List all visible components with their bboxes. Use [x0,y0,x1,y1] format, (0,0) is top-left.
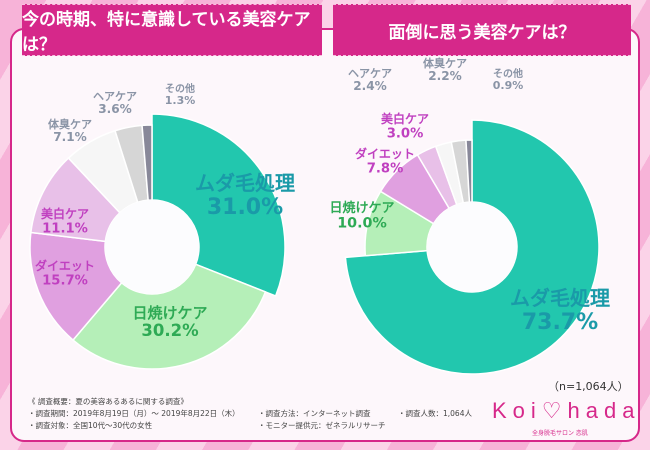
slice-category-label: 日焼けケア [329,200,394,216]
donut-hole [427,202,517,292]
slice-category-label: ヘアケア [93,90,137,103]
slice-category-label: ダイエット [355,146,415,161]
notes-count: ・調査人数：1,064人 [398,409,472,418]
slice-value-label: 2.4% [353,79,387,93]
logo-subtitle: 全身脱毛サロン 恋肌 [532,430,588,437]
slice-category-label: 美白ケア [381,111,429,126]
slice-category-label: ヘアケア [348,67,392,80]
slice-category-label: その他 [165,82,195,95]
slice-category-label: その他 [493,67,523,80]
notes-target: ・調査対象：全国10代～30代の女性 [28,421,153,430]
survey-notes: 《 調査概要：夏の美容あるあるに関する調査》 ・調査期間：2019年8月19日（… [28,396,472,432]
logo: Koi♡hada [492,398,641,423]
notes-period: ・調査期間：2019年8月19日（月）～ 2019年8月22日（木） [28,409,240,418]
slice-value-label: 7.1% [53,130,87,144]
slice-value-label: 11.1% [42,221,88,236]
donut-hole [105,200,199,294]
slice-value-label: 31.0% [207,195,283,220]
slice-value-label: 1.3% [165,94,196,107]
slice-value-label: 2.2% [428,69,462,83]
slice-value-label: 15.7% [42,273,88,288]
slice-value-label: 0.9% [493,79,524,92]
slice-category-label: ムダ毛処理 [195,171,295,195]
slice-category-label: 体臭ケア [48,117,92,131]
notes-method: ・調査方法：インターネット調査 [258,409,371,418]
notes-provider: ・モニター提供元：ゼネラルリサーチ [258,421,386,430]
slice-category-label: 美白ケア [41,206,89,221]
slice-category-label: ムダ毛処理 [510,286,610,310]
notes-heading: 《 調査概要：夏の美容あるあるに関する調査》 [28,397,188,406]
sample-size: （n=1,064人） [548,380,629,393]
right-chart-title: 面倒に思う美容ケアは？ [333,4,631,56]
slice-category-label: ダイエット [35,258,95,273]
slice-category-label: 日焼けケア [132,304,207,322]
slice-value-label: 3.6% [98,102,132,116]
slice-value-label: 7.8% [367,161,404,176]
slice-value-label: 73.7% [522,310,598,335]
slice-value-label: 3.0% [387,126,424,141]
slice-category-label: 体臭ケア [423,56,467,70]
left-chart-title: 今の時期、特に意識している美容ケアは？ [22,4,322,56]
slice-value-label: 10.0% [337,216,387,232]
slice-value-label: 30.2% [141,321,199,340]
